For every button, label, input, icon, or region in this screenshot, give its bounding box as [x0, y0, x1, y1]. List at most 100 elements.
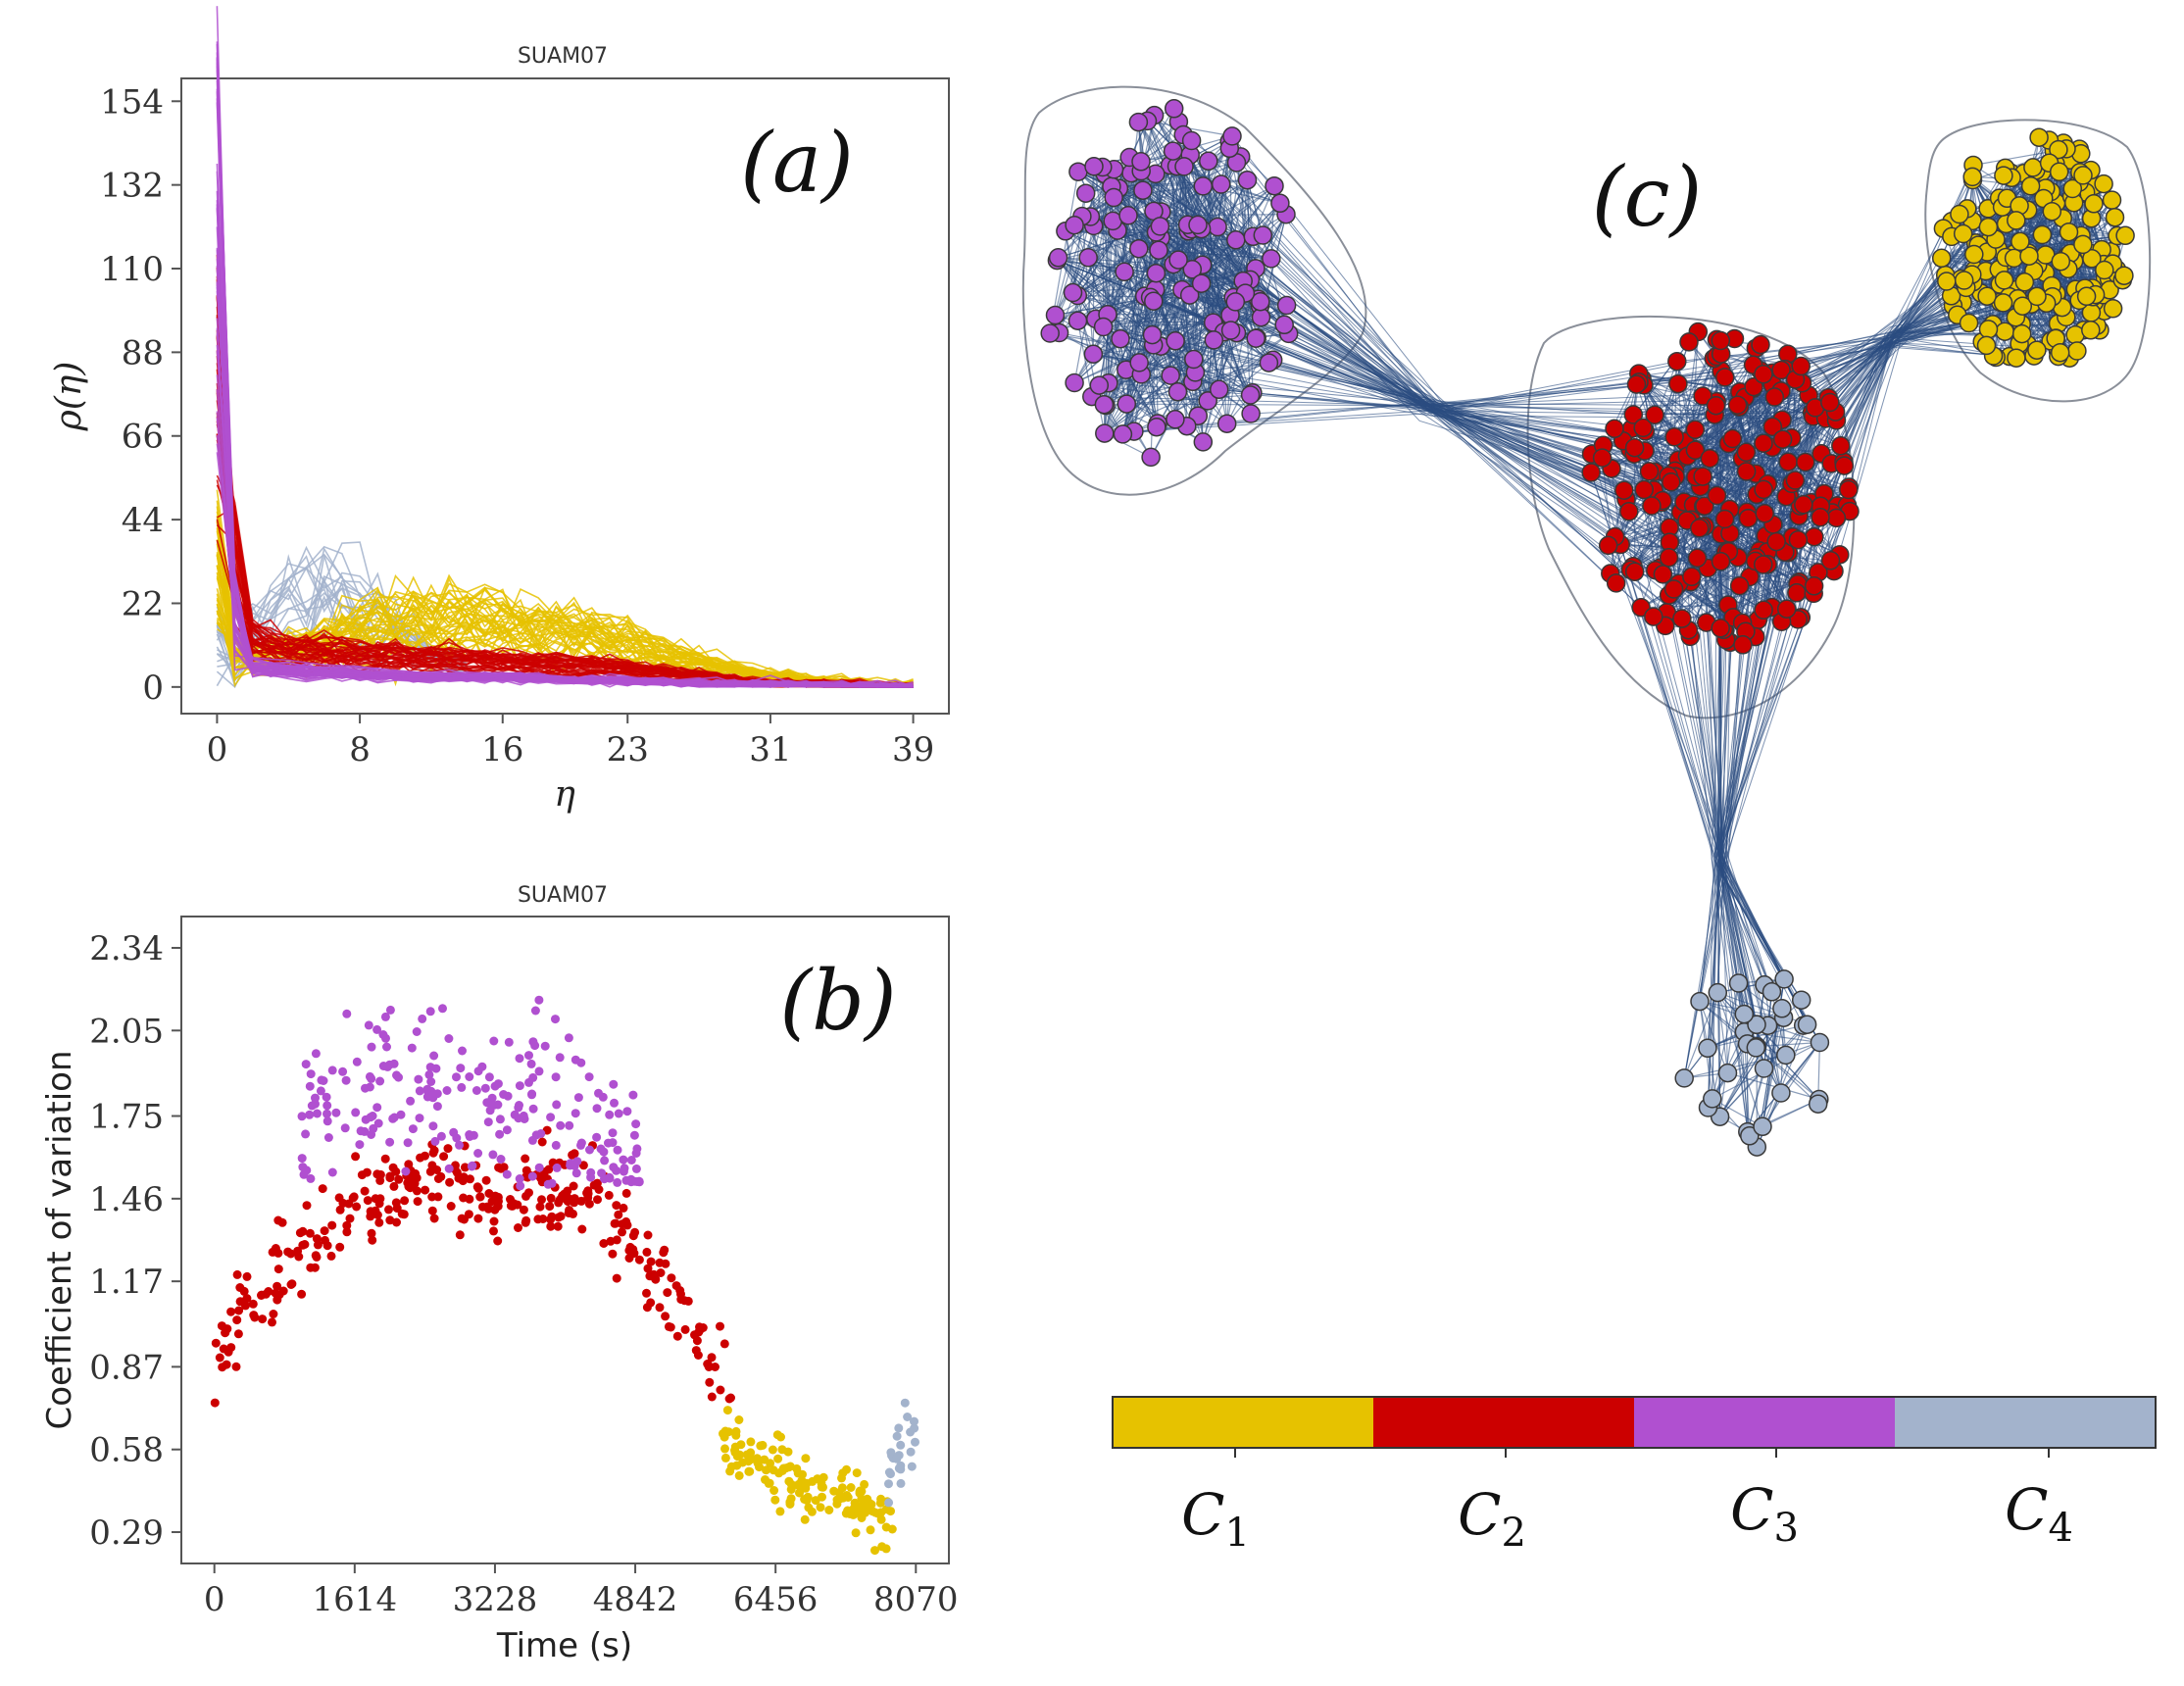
b-point-c3 [361, 1083, 370, 1093]
network-node-c1 [2081, 321, 2101, 340]
b-point-c3 [372, 1103, 382, 1113]
network-node-c3 [1115, 262, 1134, 282]
network-edge [1104, 372, 1196, 434]
b-point-c4 [894, 1463, 904, 1473]
b-point-c2 [610, 1218, 620, 1228]
b-point-c3 [551, 1072, 561, 1082]
network-node-c3 [1209, 379, 1229, 400]
b-point-c2 [667, 1273, 676, 1283]
b-point-c1 [773, 1454, 783, 1463]
b-point-c2 [489, 1216, 499, 1226]
network-node-c2 [1645, 405, 1664, 425]
b-point-c3 [586, 1172, 596, 1182]
network-node-c2 [1606, 573, 1626, 593]
b-point-c2 [429, 1214, 439, 1223]
b-point-c2 [250, 1313, 260, 1322]
b-point-c2 [446, 1202, 456, 1211]
network-edge [1228, 147, 1437, 410]
b-point-c2 [545, 1202, 555, 1212]
b-point-c2 [231, 1362, 241, 1371]
b-point-c3 [504, 1037, 514, 1047]
b-point-c2 [608, 1249, 618, 1259]
b-xtick-label: 4842 [593, 1580, 678, 1619]
network-node-c3 [1104, 187, 1123, 208]
b-point-c2 [576, 1196, 586, 1206]
b-point-c2 [235, 1297, 245, 1307]
b-point-c2 [226, 1307, 236, 1316]
network-node-c2 [1796, 452, 1815, 472]
b-point-c3 [415, 1086, 424, 1096]
b-point-c2 [726, 1393, 735, 1403]
b-point-c2 [711, 1363, 720, 1371]
b-point-c3 [307, 1101, 317, 1111]
panel-b-ylabel: Coefficient of variation [40, 1051, 79, 1430]
b-point-c3 [401, 1166, 411, 1176]
b-point-c2 [436, 1171, 446, 1181]
b-point-c2 [242, 1271, 252, 1281]
b-point-c2 [624, 1246, 634, 1256]
b-point-c2 [248, 1299, 258, 1309]
b-point-c2 [466, 1174, 474, 1184]
panel-a-letter: (a) [740, 115, 854, 211]
b-point-c1 [736, 1440, 746, 1450]
network-edge [1169, 165, 1437, 415]
b-point-c3 [341, 1075, 351, 1085]
b-point-c2 [242, 1294, 252, 1304]
network-node-c1 [2102, 190, 2122, 210]
network-edge [1424, 406, 1747, 632]
b-point-c3 [524, 1077, 533, 1087]
b-point-c3 [438, 1004, 447, 1014]
network-node-c1 [2076, 286, 2097, 307]
b-point-c4 [892, 1431, 902, 1441]
network-edge [1091, 396, 1434, 407]
b-point-c3 [534, 995, 544, 1005]
b-point-c2 [326, 1251, 336, 1261]
b-point-c3 [527, 1135, 537, 1145]
b-point-c3 [605, 1110, 615, 1119]
b-point-c2 [400, 1196, 410, 1206]
b-point-c2 [535, 1202, 545, 1212]
panel-b-frame [180, 916, 950, 1564]
b-point-c2 [312, 1234, 322, 1244]
network-node-c4 [1808, 1094, 1828, 1114]
b-point-c3 [415, 1114, 424, 1123]
legend-label-c1: C1 [1181, 1481, 1250, 1556]
b-point-c1 [846, 1483, 856, 1492]
network-edge [1720, 486, 1850, 873]
b-point-c2 [413, 1197, 422, 1207]
b-point-c2 [342, 1220, 352, 1230]
b-point-c1 [776, 1432, 785, 1442]
network-node-c2 [1839, 479, 1859, 500]
b-point-c2 [357, 1170, 367, 1180]
b-point-c2 [506, 1201, 516, 1211]
network-node-c3 [1129, 353, 1149, 372]
b-point-c3 [604, 1138, 613, 1148]
network-edge [1787, 331, 1892, 355]
network-node-c1 [2051, 251, 2071, 272]
panel-b-xlabel: Time (s) [496, 1626, 632, 1665]
network-node-c3 [1191, 273, 1212, 293]
b-point-c3 [605, 1172, 615, 1182]
network-node-c2 [1831, 436, 1851, 456]
b-point-c2 [433, 1192, 443, 1202]
b-point-c1 [870, 1546, 879, 1556]
b-point-c3 [631, 1164, 641, 1173]
panel-b: SUAM07 0 1614 3228 4842 6456 8070 0.29 0.58 0.87… [40, 883, 959, 1665]
b-point-c2 [268, 1247, 277, 1257]
network-edge [1897, 168, 2007, 343]
b-point-c2 [634, 1255, 644, 1264]
network-node-c2 [1614, 480, 1634, 500]
network-node-c3 [1184, 349, 1204, 370]
b-point-c3 [429, 1051, 439, 1061]
b-point-c2 [271, 1288, 280, 1298]
b-point-c3 [622, 1107, 632, 1116]
b-point-c1 [734, 1470, 744, 1480]
b-ytick-label: 1.75 [89, 1098, 164, 1137]
b-point-c1 [745, 1466, 755, 1476]
b-point-c3 [484, 1072, 494, 1082]
b-point-c2 [680, 1324, 690, 1334]
network-node-c2 [1693, 467, 1712, 486]
network-edge [1216, 226, 1432, 410]
network-node-c2 [1714, 368, 1735, 387]
